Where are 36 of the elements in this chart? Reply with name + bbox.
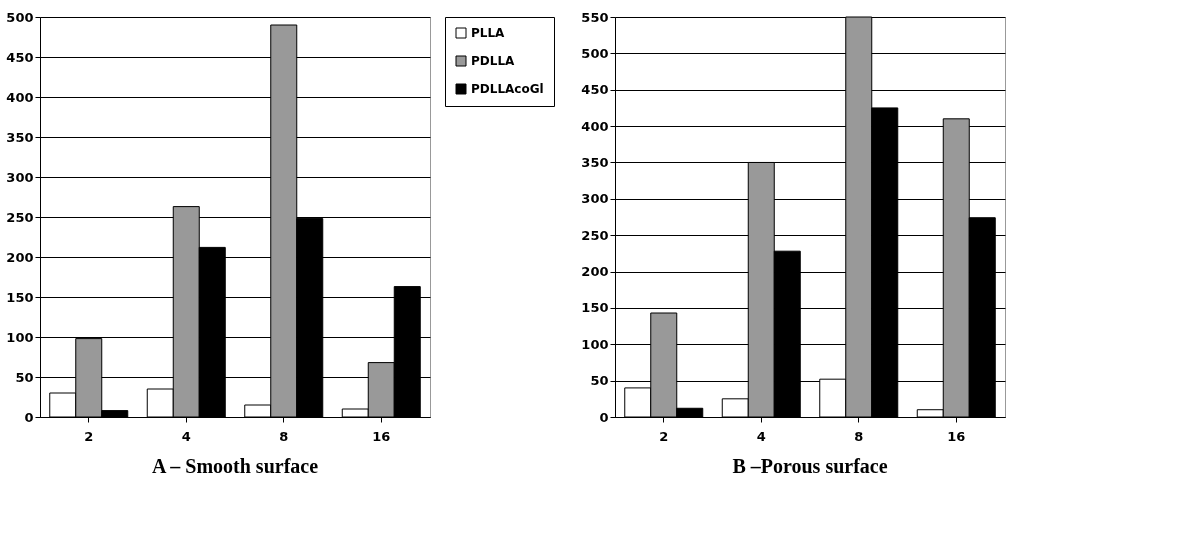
y-tick-label: 200 xyxy=(581,264,609,280)
y-tick-label: 350 xyxy=(581,154,609,170)
y-tick-label: 150 xyxy=(581,300,609,316)
y-tick-label: 0 xyxy=(24,409,34,425)
y-tick-label: 400 xyxy=(581,118,609,134)
legend-label: PLLA xyxy=(471,26,506,40)
y-tick-label: 450 xyxy=(581,82,609,98)
x-tick-label: 16 xyxy=(947,428,966,444)
y-tick-label: 300 xyxy=(581,191,609,207)
x-tick-label: 4 xyxy=(756,428,766,444)
y-tick-label: 350 xyxy=(6,129,34,145)
y-tick-label: 100 xyxy=(581,336,609,352)
y-tick-label: 50 xyxy=(590,373,609,389)
y-tick-label: 50 xyxy=(15,369,34,385)
y-tick-label: 500 xyxy=(6,9,34,25)
y-tick-label: 250 xyxy=(6,209,34,225)
x-tick-label: 8 xyxy=(854,428,864,444)
text: A – Smooth surface xyxy=(151,455,319,477)
y-tick-label: 500 xyxy=(581,45,609,61)
y-tick-label: 100 xyxy=(6,329,34,345)
y-tick-label: 450 xyxy=(6,49,34,65)
y-tick-label: 0 xyxy=(599,409,609,425)
text: B –Porous surface xyxy=(732,455,888,477)
y-tick-label: 200 xyxy=(6,249,34,265)
x-tick-label: 4 xyxy=(181,428,191,444)
y-tick-label: 150 xyxy=(6,289,34,305)
y-tick-label: 400 xyxy=(6,89,34,105)
y-tick-label: 550 xyxy=(581,9,609,25)
x-tick-label: 2 xyxy=(84,428,94,444)
y-tick-label: 300 xyxy=(6,169,34,185)
x-tick-label: 2 xyxy=(659,428,669,444)
legend-label: PDLLA xyxy=(471,54,516,68)
y-tick-label: 250 xyxy=(581,227,609,243)
legend-label: PDLLAcoGl xyxy=(471,82,544,96)
x-tick-label: 8 xyxy=(279,428,289,444)
x-tick-label: 16 xyxy=(372,428,391,444)
